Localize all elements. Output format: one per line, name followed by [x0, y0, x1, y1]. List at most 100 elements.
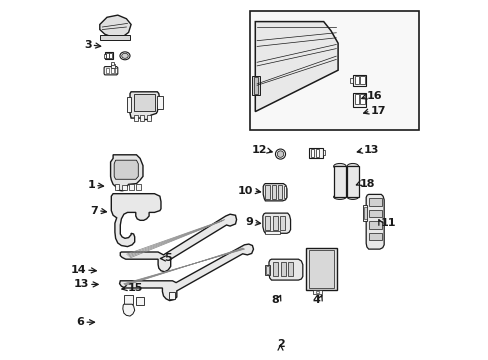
Bar — [111, 62, 114, 65]
Bar — [308, 250, 334, 288]
Bar — [106, 68, 109, 73]
Bar — [106, 53, 108, 58]
Ellipse shape — [346, 194, 358, 199]
Bar — [105, 52, 113, 59]
Bar — [115, 184, 119, 190]
Bar — [315, 291, 319, 293]
Bar — [360, 76, 364, 84]
Bar — [146, 115, 151, 121]
Bar — [354, 94, 358, 104]
Bar — [252, 76, 259, 95]
Bar — [346, 166, 358, 197]
Bar — [265, 231, 279, 234]
Ellipse shape — [122, 53, 128, 58]
Polygon shape — [100, 15, 131, 38]
Text: 12: 12 — [251, 145, 266, 156]
Bar — [115, 68, 117, 73]
Bar — [123, 295, 133, 304]
Bar — [284, 186, 285, 198]
Bar — [333, 166, 346, 197]
Text: 11: 11 — [380, 218, 395, 228]
Text: 2: 2 — [276, 339, 284, 349]
Text: 1: 1 — [87, 180, 95, 190]
Bar — [110, 68, 114, 73]
Text: 14: 14 — [70, 265, 86, 275]
Text: 18: 18 — [359, 179, 374, 189]
Bar — [168, 292, 175, 299]
Bar — [157, 96, 163, 109]
Bar — [306, 248, 336, 290]
Bar — [368, 221, 382, 229]
Text: 9: 9 — [245, 217, 253, 228]
Bar — [368, 198, 382, 206]
Bar — [265, 266, 268, 274]
Bar — [253, 77, 258, 94]
Bar — [362, 205, 366, 221]
Polygon shape — [120, 214, 236, 272]
Polygon shape — [110, 155, 142, 191]
Ellipse shape — [333, 163, 346, 169]
Text: 10: 10 — [238, 186, 253, 196]
Bar — [122, 185, 127, 190]
Bar — [136, 184, 141, 190]
Text: 7: 7 — [90, 206, 98, 216]
Bar — [133, 115, 138, 121]
Bar — [360, 94, 364, 104]
Text: 3: 3 — [84, 40, 91, 50]
Polygon shape — [130, 92, 160, 120]
Bar — [249, 11, 418, 130]
Ellipse shape — [333, 194, 346, 199]
Polygon shape — [122, 304, 134, 316]
Bar — [104, 54, 106, 58]
Bar — [110, 64, 115, 68]
Bar — [368, 233, 382, 240]
Bar — [272, 216, 277, 230]
Polygon shape — [104, 67, 118, 75]
Bar — [265, 185, 269, 199]
Bar — [349, 78, 352, 83]
Polygon shape — [268, 259, 302, 280]
Bar — [277, 185, 282, 199]
Bar — [279, 216, 284, 230]
Text: 8: 8 — [270, 294, 278, 305]
Bar — [363, 207, 366, 219]
Polygon shape — [255, 22, 337, 112]
Bar — [109, 53, 112, 58]
Text: 15: 15 — [127, 283, 142, 293]
Bar — [136, 297, 143, 305]
Bar — [322, 150, 325, 155]
Ellipse shape — [346, 163, 358, 169]
Bar — [309, 148, 322, 158]
Polygon shape — [263, 213, 290, 233]
Polygon shape — [120, 244, 253, 301]
Bar — [265, 265, 269, 275]
Text: 4: 4 — [311, 294, 320, 305]
Text: 5: 5 — [164, 253, 172, 264]
Bar — [352, 93, 366, 107]
Bar — [352, 75, 366, 86]
Polygon shape — [366, 194, 384, 249]
Bar — [265, 216, 270, 230]
Text: 13: 13 — [363, 145, 378, 156]
Bar — [133, 94, 155, 111]
Polygon shape — [263, 184, 286, 201]
Text: 6: 6 — [76, 317, 84, 327]
Bar — [140, 115, 144, 121]
Bar — [354, 76, 358, 84]
Ellipse shape — [277, 151, 283, 157]
Bar — [129, 184, 133, 190]
Bar — [127, 97, 131, 112]
Polygon shape — [114, 160, 138, 179]
Bar — [273, 262, 278, 276]
Bar — [315, 149, 319, 157]
Bar — [280, 262, 285, 276]
Bar — [101, 35, 130, 40]
Bar — [310, 149, 314, 157]
Bar — [287, 262, 292, 276]
Polygon shape — [111, 194, 161, 247]
Text: 17: 17 — [370, 106, 385, 116]
Ellipse shape — [275, 149, 285, 159]
Bar — [312, 290, 321, 294]
Ellipse shape — [120, 52, 130, 60]
Text: 13: 13 — [74, 279, 89, 289]
